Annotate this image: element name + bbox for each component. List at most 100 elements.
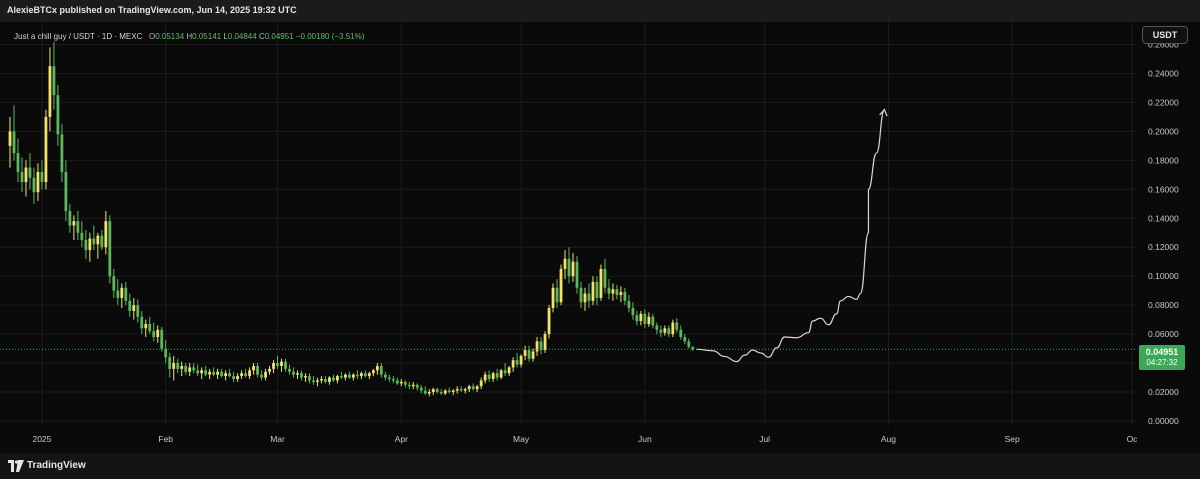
candle-body (152, 331, 156, 338)
candle-body (667, 328, 671, 335)
candle-body (375, 365, 379, 371)
candle-body (100, 235, 104, 248)
candle-body (671, 322, 675, 335)
candle-body (64, 171, 68, 212)
candle-body (212, 371, 216, 375)
candle-body (439, 392, 443, 394)
projection-path[interactable] (696, 109, 886, 363)
candle-body (451, 390, 455, 393)
y-tick-label: 0.12000 (1148, 242, 1179, 252)
candle-body (328, 377, 331, 382)
candle-body (316, 380, 319, 382)
candle-body (643, 313, 647, 324)
candle-body (367, 373, 371, 377)
candle-body (459, 389, 463, 391)
candle-body (32, 177, 36, 193)
candle-body (256, 365, 259, 375)
candle-body (140, 316, 144, 329)
candle-body (344, 374, 347, 378)
y-tick-label: 0.06000 (1148, 329, 1179, 339)
published-info: AlexieBTCx published on TradingView.com,… (7, 5, 297, 15)
candle-body (116, 290, 120, 298)
low-key: L (223, 32, 228, 41)
candle-body (591, 281, 595, 301)
candle-body (324, 379, 327, 382)
y-tick-label: 0.08000 (1148, 300, 1179, 310)
y-tick-label: 0.26000 (1148, 39, 1179, 49)
candle-body (252, 365, 255, 371)
candle-body (156, 329, 160, 338)
candle-body (216, 371, 220, 375)
candle-body (88, 238, 92, 251)
candle-body (595, 281, 599, 298)
candle-body (543, 334, 547, 351)
candle-body (160, 329, 164, 349)
candle-body (431, 389, 435, 393)
candle-body (84, 239, 88, 251)
y-tick-label: 0.00000 (1148, 416, 1179, 426)
candle-body (355, 374, 359, 377)
candle-body (563, 258, 567, 269)
candle-body (491, 373, 495, 380)
candlestick-chart[interactable]: 0.26000 0.24000 0.22000 0.20000 0.18000 0.160… (0, 22, 1200, 453)
candle-body (575, 261, 579, 288)
candle-body (683, 337, 687, 342)
last-price-value: 0.04951 (1145, 347, 1179, 357)
symbol-legend: Just a chill guy / USDT · 1D · MEXC O0.0… (14, 32, 364, 41)
candle-body (503, 370, 507, 374)
candle-body (523, 350, 527, 356)
open-key: O (149, 32, 156, 41)
x-tick-label: Mar (270, 434, 285, 444)
candle-body (579, 287, 583, 303)
candle-body (188, 367, 192, 372)
candle-body (635, 315, 639, 322)
candle-body (320, 379, 323, 381)
close-key: C (258, 32, 265, 41)
bar-countdown: 04:27:32 (1146, 358, 1178, 367)
candle-body (599, 268, 603, 298)
candle-body (675, 322, 679, 330)
candle-body (172, 363, 176, 369)
candle-body (104, 221, 108, 248)
chart-panel[interactable]: 0.26000 0.24000 0.22000 0.20000 0.18000 0.160… (0, 22, 1200, 453)
close-value: 0.04951 (264, 32, 294, 41)
candle-body (663, 328, 667, 333)
candle-body (647, 316, 651, 324)
candle-body (144, 323, 148, 329)
open-value: 0.05134 (155, 32, 185, 41)
candle-body (403, 381, 407, 385)
candle-body (340, 376, 343, 378)
candle-body (60, 134, 64, 172)
y-tick-label: 0.20000 (1148, 126, 1179, 136)
x-tick-label: Jul (759, 434, 770, 444)
candle-body (447, 390, 451, 393)
low-value: 0.04844 (227, 32, 257, 41)
candle-body (679, 329, 683, 338)
x-tick-label: Oc (1127, 434, 1139, 444)
candle-body (292, 371, 295, 375)
candle-body (120, 287, 124, 298)
candle-body (276, 363, 279, 366)
tradingview-logo-icon (8, 460, 24, 472)
candle-body (196, 370, 200, 374)
candle-body (312, 380, 315, 382)
candle-body (483, 374, 487, 381)
x-tick-label: Feb (158, 434, 173, 444)
candle-body (479, 380, 483, 387)
candle-body (471, 386, 475, 390)
candle-body (515, 360, 519, 365)
candle-body (571, 261, 575, 277)
candle-body (168, 357, 172, 369)
candle-body (399, 381, 403, 384)
x-tick-label: Aug (881, 434, 896, 444)
x-tick-label: Apr (395, 434, 408, 444)
candle-body (615, 289, 619, 296)
candle-body (132, 305, 136, 311)
candle-body (391, 379, 395, 381)
candle-body (260, 374, 263, 378)
candle-body (611, 289, 615, 294)
currency-button[interactable]: USDT (1142, 26, 1188, 44)
candle-body (583, 293, 587, 303)
candle-body (72, 221, 76, 226)
candle-body (623, 292, 627, 301)
